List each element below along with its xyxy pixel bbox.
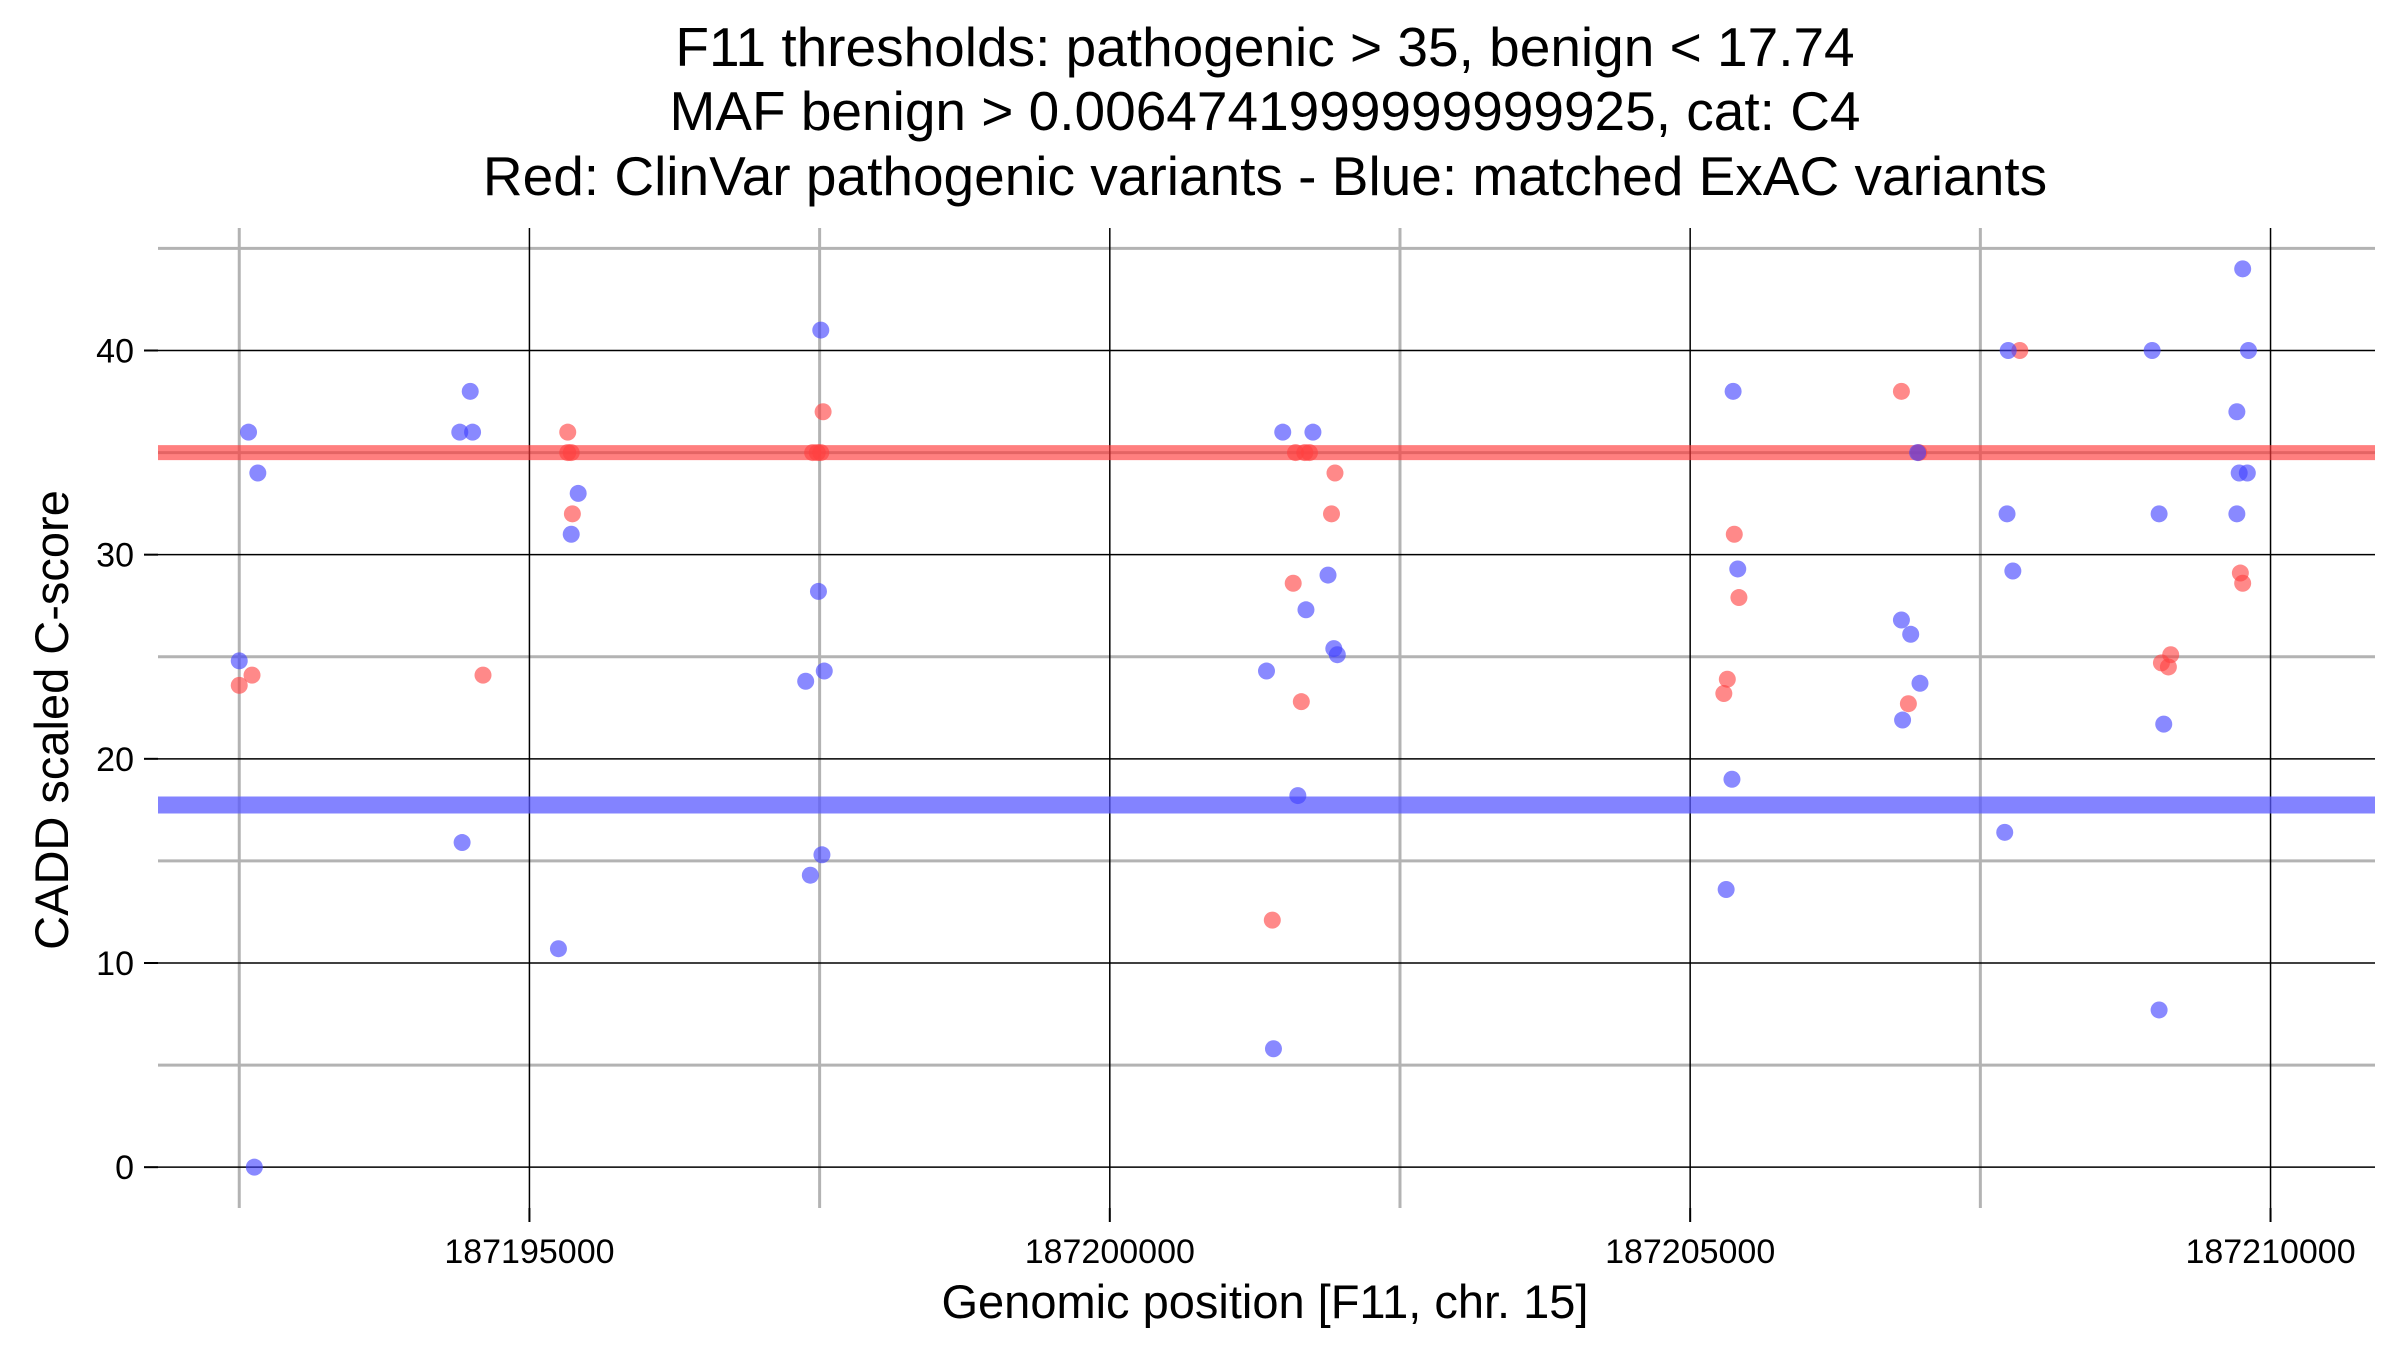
clinvar-point-24	[1899, 695, 1917, 713]
grid	[158, 228, 2375, 1208]
exac-point-11	[797, 672, 815, 690]
exac-point-44	[2228, 505, 2246, 523]
exac-point-26	[1717, 881, 1735, 898]
clinvar-point-1	[243, 666, 261, 684]
exac-point-33	[1909, 444, 1927, 462]
exac-point-2	[245, 1158, 263, 1176]
clinvar-point-29	[2162, 646, 2180, 664]
clinvar-point-22	[1730, 589, 1748, 607]
data-points	[230, 260, 2257, 1176]
exac-point-6	[461, 382, 479, 400]
exac-point-15	[813, 846, 831, 864]
chart-title-line-1: F11 thresholds: pathogenic > 35, benign …	[675, 16, 1854, 78]
exac-point-21	[1297, 601, 1315, 619]
exac-point-4	[451, 423, 469, 441]
exac-point-7	[464, 423, 482, 441]
y-axis-title: CADD scaled C-score	[25, 490, 78, 950]
exac-point-36	[1998, 505, 2016, 523]
exac-point-29	[1729, 560, 1747, 578]
exac-point-48	[2239, 342, 2257, 359]
clinvar-point-20	[1718, 670, 1736, 688]
exac-point-14	[812, 321, 830, 339]
exac-point-32	[1902, 625, 1920, 643]
clinvar-point-9	[812, 444, 830, 462]
exac-point-18	[1264, 1040, 1282, 1058]
clinvar-point-6	[563, 505, 581, 523]
exac-point-9	[562, 525, 580, 543]
exac-point-35	[1996, 823, 2014, 841]
x-tick-label-3: 187210000	[2185, 1233, 2355, 1271]
clinvar-point-10	[814, 403, 832, 421]
exac-point-41	[2150, 1001, 2168, 1019]
clinvar-point-18	[1326, 464, 1344, 482]
exac-point-0	[230, 652, 248, 670]
clinvar-point-12	[1284, 574, 1302, 592]
exac-point-10	[569, 484, 587, 502]
clinvar-point-2	[474, 666, 492, 684]
chart-title-line-3: Red: ClinVar pathogenic variants - Blue:…	[483, 145, 2047, 207]
clinvar-point-11	[1263, 911, 1281, 929]
exac-point-37	[1999, 342, 2017, 359]
exac-point-13	[809, 582, 827, 600]
exac-point-31	[1894, 711, 1912, 729]
exac-point-34	[1911, 674, 1929, 692]
clinvar-point-16	[1300, 444, 1318, 462]
exac-point-16	[815, 662, 833, 680]
x-tick-label-2: 187205000	[1605, 1233, 1775, 1271]
exac-point-8	[549, 940, 567, 958]
exac-point-46	[2234, 260, 2252, 278]
y-tick-label-3: 30	[96, 537, 134, 575]
exac-point-42	[2155, 715, 2173, 733]
exac-point-28	[1724, 382, 1742, 400]
y-tick-label-0: 0	[115, 1149, 134, 1187]
exac-point-27	[1723, 770, 1741, 788]
clinvar-point-19	[1715, 685, 1733, 702]
threshold-lines	[158, 445, 2375, 814]
exac-point-40	[2150, 505, 2168, 523]
clinvar-point-23	[1892, 382, 1910, 400]
exac-point-17	[1258, 662, 1275, 680]
exac-point-43	[2228, 403, 2246, 421]
clinvar-point-5	[562, 444, 580, 462]
exac-point-25	[1328, 646, 1346, 664]
clinvar-point-21	[1725, 525, 1743, 543]
x-axis-title: Genomic position [F11, chr. 15]	[941, 1275, 1588, 1328]
exac-point-19	[1274, 423, 1292, 441]
exac-point-38	[2004, 562, 2022, 580]
x-tick-label-1: 187200000	[1025, 1233, 1195, 1271]
clinvar-point-17	[1323, 505, 1341, 523]
exac-point-5	[453, 834, 471, 852]
clinvar-point-14	[1292, 693, 1310, 711]
clinvar-point-31	[2234, 574, 2252, 592]
exac-point-22	[1304, 423, 1322, 441]
exac-point-12	[801, 866, 819, 884]
exac-point-39	[2143, 342, 2161, 359]
y-tick-label-4: 40	[96, 333, 134, 371]
exac-point-30	[1892, 611, 1910, 629]
chart-title-line-2: MAF benign > 0.0064741999999999925, cat:…	[669, 80, 1860, 142]
axes: 0 10 20 30 40 187195000 187200000 187205000 1872…	[96, 333, 2355, 1272]
y-tick-label-1: 10	[96, 945, 134, 983]
exac-point-47	[2238, 464, 2256, 482]
x-tick-label-0: 187195000	[444, 1233, 614, 1271]
exac-point-1	[240, 423, 258, 441]
y-tick-label-2: 20	[96, 741, 134, 779]
exac-point-23	[1319, 566, 1337, 584]
exac-point-3	[249, 464, 267, 482]
exac-point-20	[1289, 787, 1307, 805]
clinvar-point-0	[230, 676, 248, 694]
clinvar-point-3	[559, 423, 577, 441]
